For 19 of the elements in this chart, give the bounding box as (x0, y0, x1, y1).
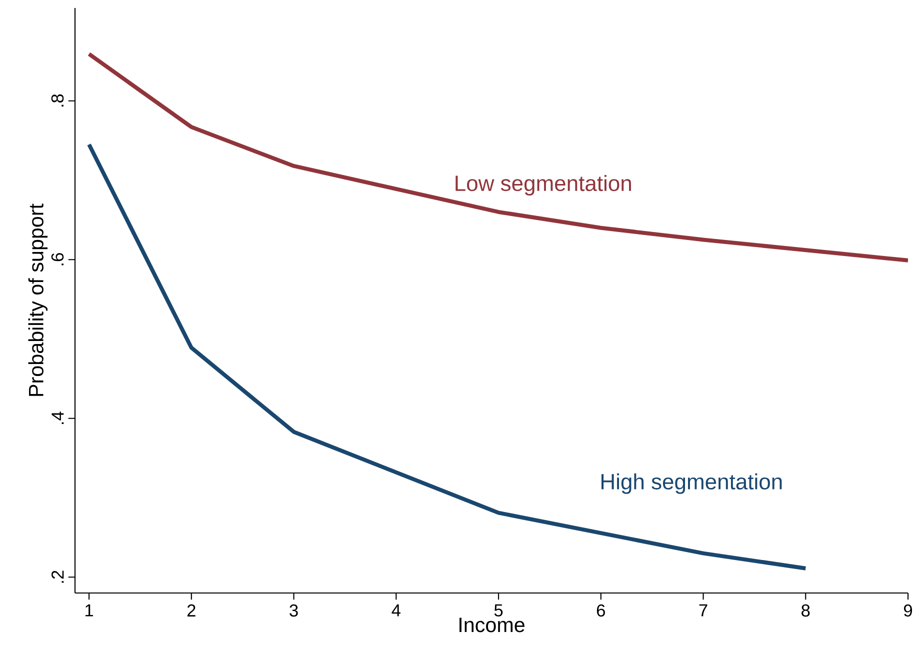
x-tick-label: 2 (187, 604, 196, 616)
x-axis-title: Income (460, 618, 524, 632)
y-tick-label: .6 (51, 253, 64, 266)
y-tick-label: .4 (52, 412, 64, 424)
y-tick-label: .8 (51, 94, 64, 106)
y-tick-label: .2 (52, 570, 64, 583)
line-series (87, 142, 808, 570)
x-tick-label: 1 (86, 604, 94, 616)
x-tick-label: 7 (699, 604, 708, 616)
x-tick-label: 4 (392, 604, 400, 616)
annotation: High segmentation (602, 473, 782, 494)
x-tick-label: 9 (904, 604, 912, 617)
annotation: Low segmentation (456, 174, 631, 196)
x-tick-label: 5 (494, 604, 503, 616)
line-series (87, 52, 908, 262)
x-tick-label: 6 (596, 604, 605, 617)
x-tick-label: 3 (290, 604, 298, 617)
x-tick-label: 8 (802, 604, 810, 617)
y-axis-title: Probability of support (28, 204, 48, 396)
